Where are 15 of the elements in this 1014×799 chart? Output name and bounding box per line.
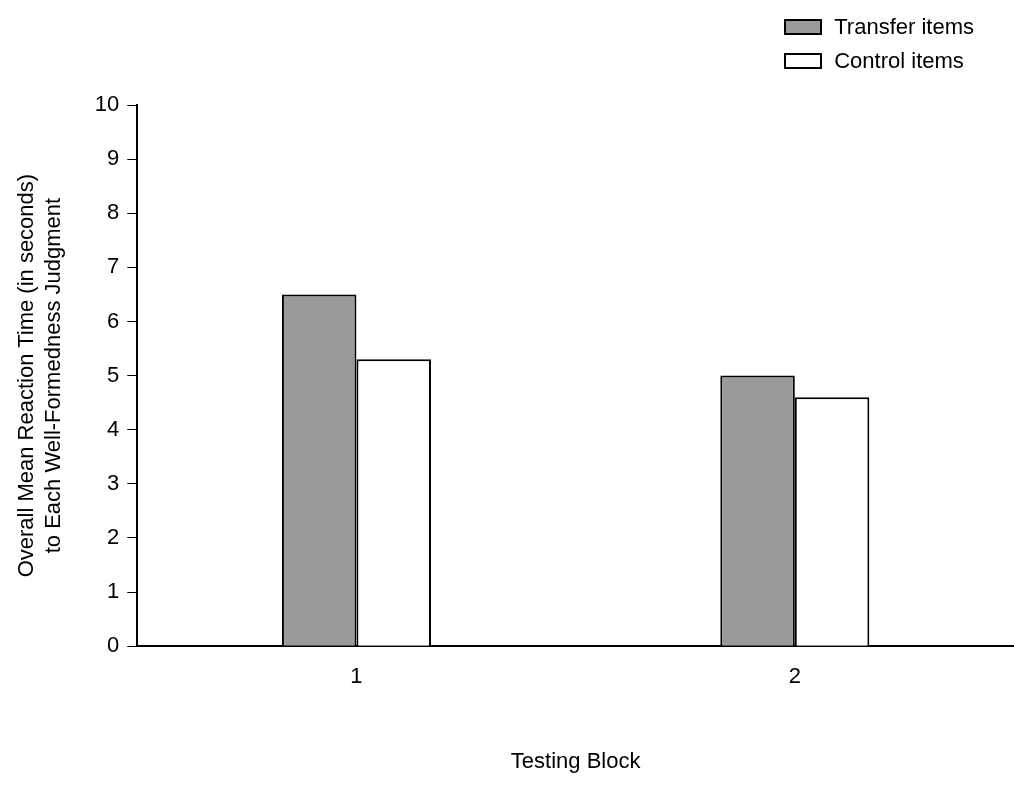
y-tick-label: 2 — [107, 524, 120, 550]
y-tick-label: 4 — [107, 415, 120, 441]
y-tick-label: 0 — [107, 632, 120, 658]
y-tick-label: 6 — [107, 307, 120, 333]
y-axis-title: Overall Mean Reaction Time (in seconds) to Each Well-Formedness Judgment — [13, 173, 65, 578]
y-tick-label: 3 — [107, 469, 120, 495]
y-tick-label: 5 — [107, 361, 120, 387]
y-tick-label: 8 — [107, 199, 120, 225]
legend-label: Transfer items — [834, 14, 974, 40]
y-tick-label: 9 — [107, 145, 120, 171]
y-tick-label: 10 — [94, 91, 120, 117]
y-tick-label: 7 — [107, 253, 120, 279]
x-axis-title: Testing Block — [510, 747, 642, 773]
text: Control items — [834, 48, 964, 74]
y-tick-label: 1 — [107, 578, 120, 604]
